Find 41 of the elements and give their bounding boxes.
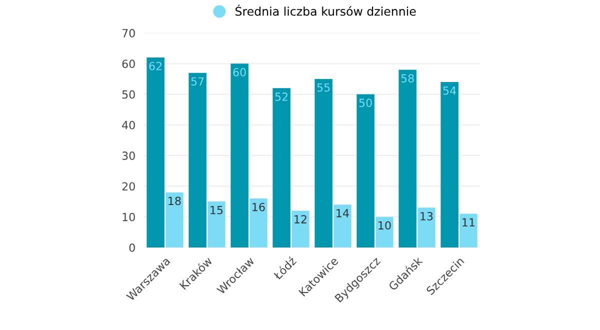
legend-label: Średnia liczba kursów dziennie [236,4,416,16]
data-label: 57 [191,77,204,86]
bar [398,70,416,248]
bar [356,94,374,248]
data-label: 60 [233,68,246,76]
bar [292,210,310,248]
data-label: 54 [443,86,456,95]
y-tick-label: 30 [122,152,135,160]
data-label: 12 [294,215,306,224]
data-label: 55 [317,83,330,92]
data-label: 16 [252,202,265,212]
bar [376,216,394,248]
data-label: 10 [378,221,391,230]
y-tick-label: 60 [122,60,135,68]
y-tick-label: 0 [129,243,135,252]
data-label: 50 [359,98,372,108]
bar [272,88,290,248]
bar [188,72,206,248]
data-label: 18 [168,196,181,206]
bar [250,198,268,248]
y-tick-label: 10 [122,212,135,222]
data-label: 15 [210,206,223,214]
bar [314,78,332,248]
data-label: 11 [462,218,474,226]
y-tick-label: 70 [122,28,135,38]
bar [334,204,352,248]
bar [230,64,248,248]
bar [208,202,226,248]
y-tick-label: 40 [122,120,135,130]
data-label: 13 [420,212,433,220]
bar [440,82,458,248]
y-tick-label: 50 [122,90,135,99]
data-label: 62 [149,62,162,70]
bar [146,58,164,248]
bar [460,214,478,248]
bar [166,192,184,248]
y-tick-label: 20 [122,182,135,191]
data-label: 14 [336,209,349,218]
bar [418,208,436,248]
data-label: 58 [401,74,414,83]
data-label: 52 [275,92,288,101]
